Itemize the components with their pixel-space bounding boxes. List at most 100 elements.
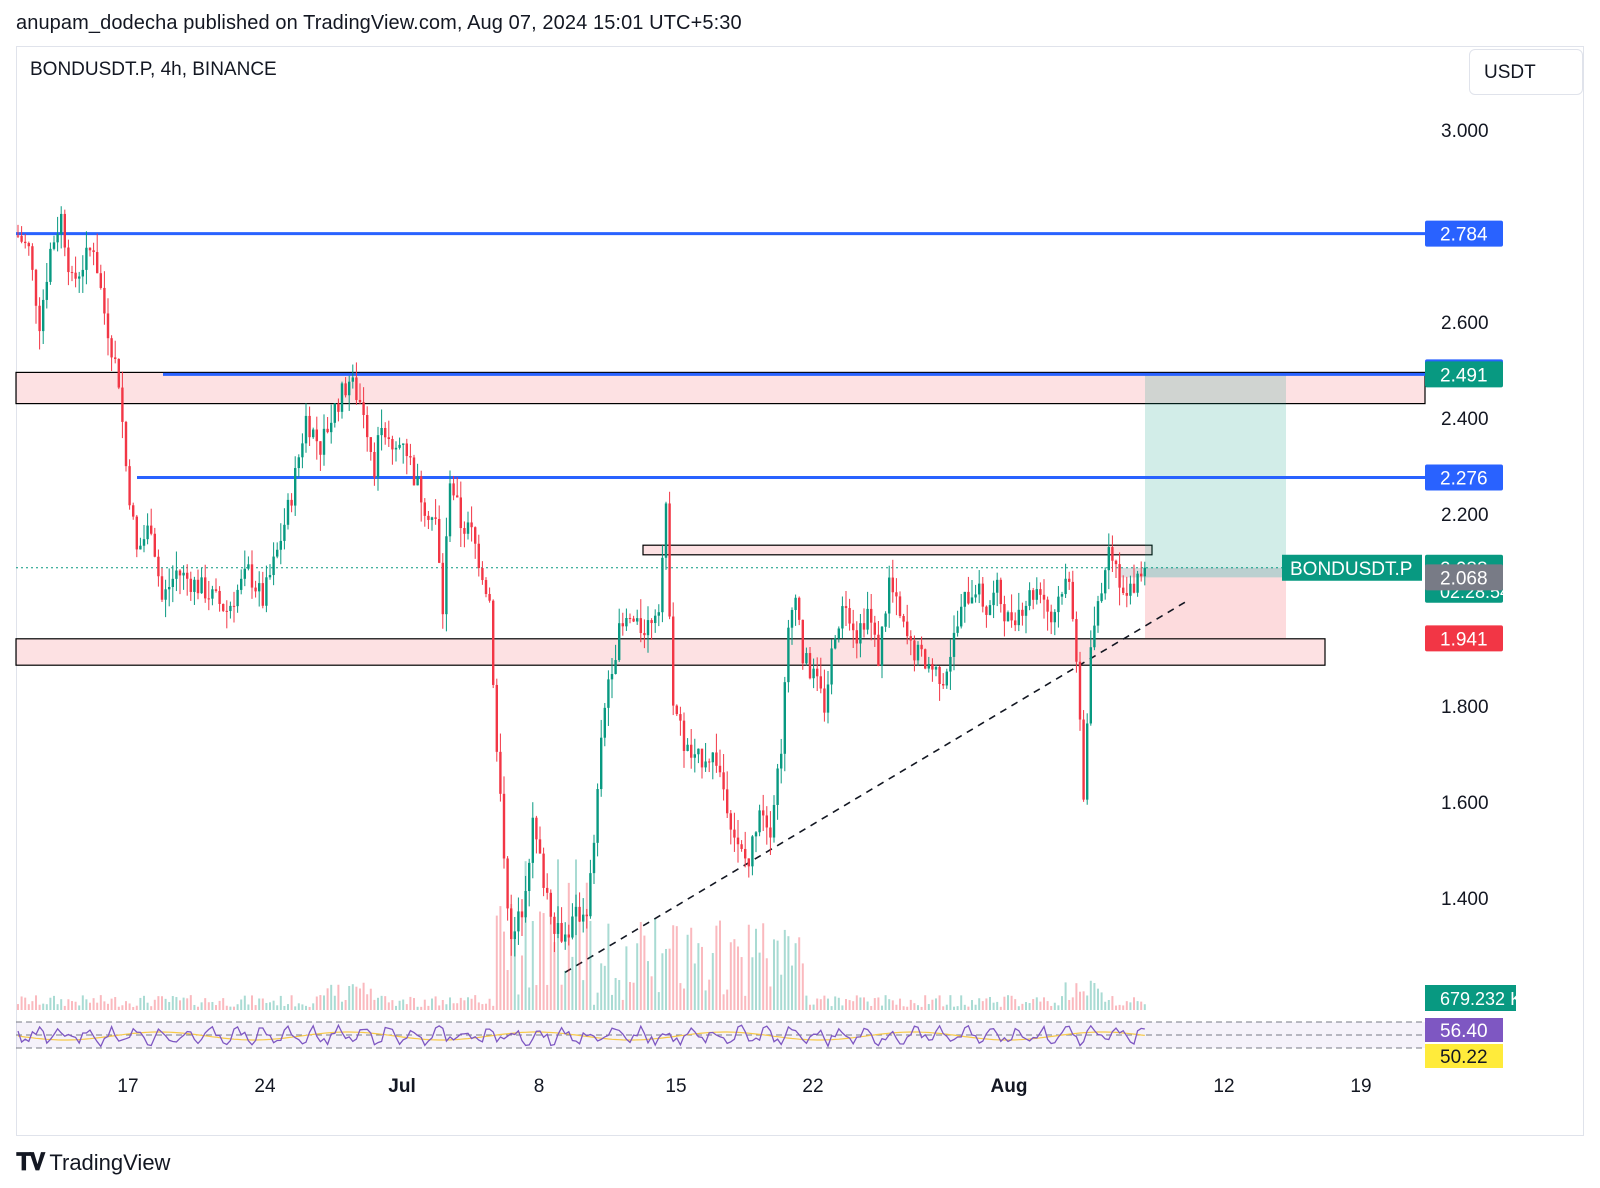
candle-body (920, 644, 923, 650)
candle-body (150, 525, 153, 534)
volume-bar (1043, 997, 1045, 1010)
candle-body (988, 605, 992, 615)
volume-bar (1061, 996, 1063, 1010)
candle-body (189, 578, 192, 592)
candle-body (1014, 620, 1017, 626)
x-tick-label: 24 (254, 1076, 276, 1097)
volume-bar (225, 1005, 228, 1010)
volume-bar (470, 998, 473, 1010)
candle-body (823, 688, 826, 713)
candle-body (222, 603, 225, 611)
volume-bar (1032, 999, 1035, 1010)
volume-bar (895, 1004, 898, 1010)
candle-body (132, 505, 135, 517)
candle-body (610, 673, 614, 680)
candle-body (718, 765, 722, 773)
candle-body (1114, 560, 1118, 565)
candle-body (196, 579, 200, 594)
candle-body (362, 402, 365, 416)
candle-body (754, 832, 758, 837)
volume-bar (643, 935, 646, 1010)
volume-bar (1100, 992, 1103, 1010)
candle-body (700, 748, 704, 768)
candle-body (765, 815, 768, 828)
volume-bar (135, 1005, 138, 1010)
volume-bar (654, 918, 657, 1010)
volume-bar (488, 998, 491, 1010)
volume-bar (967, 1006, 970, 1010)
volume-bar (107, 1003, 109, 1010)
x-tick-label: 19 (1350, 1076, 1371, 1097)
currency-button[interactable]: USDT (1469, 49, 1583, 95)
candle-body (938, 666, 941, 685)
candle-body (992, 592, 995, 606)
candle-body (1046, 599, 1049, 612)
candle-body (45, 281, 48, 300)
volume-bar (481, 1004, 484, 1010)
candle-body (326, 428, 329, 433)
candle-body (312, 429, 315, 438)
candle-body (679, 714, 682, 721)
volume-bar (492, 1005, 495, 1010)
volume-bar (575, 859, 577, 1010)
candle-body (621, 623, 624, 627)
x-tick-label: 8 (534, 1076, 545, 1097)
candle-body (722, 772, 725, 790)
candle-body (373, 451, 376, 478)
candle-body (913, 640, 916, 661)
volume-bar (402, 999, 405, 1010)
candle-body (441, 562, 444, 615)
trend-line (564, 599, 1189, 974)
candle-body (628, 617, 632, 619)
candle-body (873, 622, 876, 635)
candle-body (456, 495, 459, 498)
candle-body (978, 583, 981, 595)
candle-body (229, 605, 232, 612)
candle-body (1122, 587, 1125, 594)
candle-body (121, 387, 124, 422)
candle-body (1111, 547, 1114, 561)
volume-bar (344, 1000, 347, 1010)
volume-bar (301, 1004, 304, 1010)
candle-body (805, 653, 808, 664)
volume-bar (863, 997, 865, 1010)
candle-body (70, 272, 74, 274)
candle-body (286, 499, 290, 525)
volume-bar (733, 939, 736, 1010)
candle-body (34, 269, 38, 306)
volume-bar (996, 1001, 999, 1010)
candle-body (1096, 601, 1100, 626)
volume-bar (578, 915, 581, 1010)
volume-bar (679, 983, 682, 1010)
volume-bar (1115, 1005, 1117, 1010)
position-entry-band (1121, 567, 1286, 578)
candle-body (340, 383, 344, 412)
tradingview-logo-icon: 𝐓𝐕 (16, 1149, 45, 1176)
volume-bar (693, 963, 696, 1010)
candle-body (816, 668, 819, 677)
candle-body (614, 660, 617, 674)
candle-body (848, 608, 851, 624)
candle-body (160, 576, 164, 600)
volume-bar (726, 989, 729, 1010)
candle-body (1057, 596, 1060, 613)
volume-bar (1143, 1004, 1146, 1010)
candle-body (693, 754, 696, 758)
volume-bar (467, 997, 469, 1010)
candle-body (344, 383, 347, 396)
candle-body (981, 583, 984, 607)
volume-bar (171, 996, 174, 1010)
volume-bar (992, 1002, 995, 1010)
candle-body (834, 638, 837, 649)
volume-bar (837, 997, 840, 1010)
candle-body (902, 616, 905, 622)
candle-body (178, 570, 182, 576)
volume-bar (132, 1006, 135, 1010)
y-tick-label: 1.800 (1441, 697, 1489, 718)
volume-bar (348, 985, 351, 1010)
volume-bar (675, 926, 678, 1010)
volume-bar (319, 995, 322, 1010)
rsi-label-text: 50.22 (1440, 1047, 1488, 1068)
volume-bar (251, 995, 253, 1010)
